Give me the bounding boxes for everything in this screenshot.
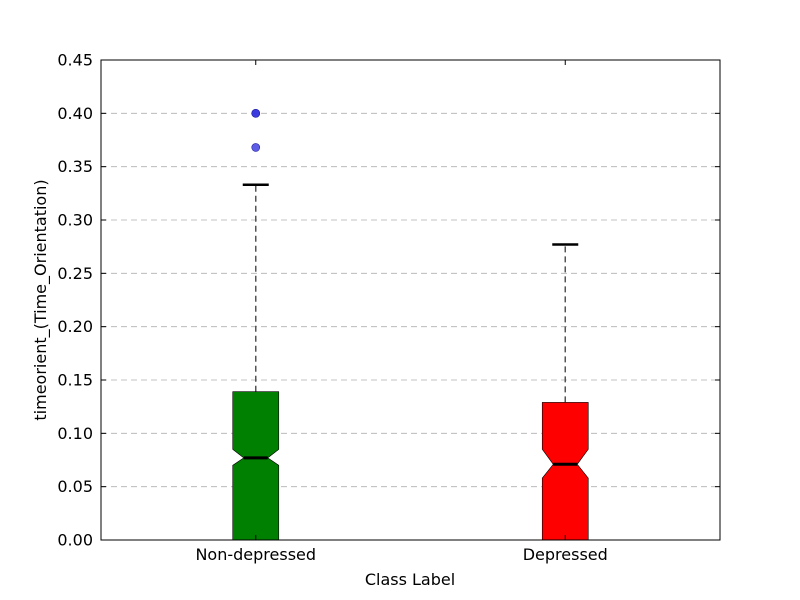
y-tick-label: 0.05 [57,477,93,496]
y-tick-label: 0.35 [57,157,93,176]
notched-box [232,391,280,541]
y-axis-label: timeorient_(Time_Orientation) [31,179,51,420]
outlier-point [251,109,261,118]
x-axis-label: Class Label [365,570,455,589]
grid [101,112,720,488]
y-tick-label: 0.25 [57,264,93,283]
y-tick-label: 0.10 [57,424,93,443]
box-non-depressed [232,109,280,541]
notched-box [541,402,589,541]
y-tick-label: 0.45 [57,51,93,70]
y-tick-label: 0.30 [57,211,93,230]
outlier-point [251,143,261,152]
x-tick-label: Non-depressed [195,545,316,564]
boxes [232,109,589,541]
box-depressed [541,243,589,541]
y-tick-label: 0.15 [57,371,93,390]
y-tick-label: 0.00 [57,531,93,550]
plot-frame [100,59,721,541]
x-tick-label: Depressed [523,545,608,564]
y-tick-label: 0.20 [57,317,93,336]
y-tick-label: 0.40 [57,104,93,123]
axis-ticks: 0.00 0.05 0.10 0.15 0.20 0.25 0.30 0.35 0.40 0.45… [57,51,720,564]
